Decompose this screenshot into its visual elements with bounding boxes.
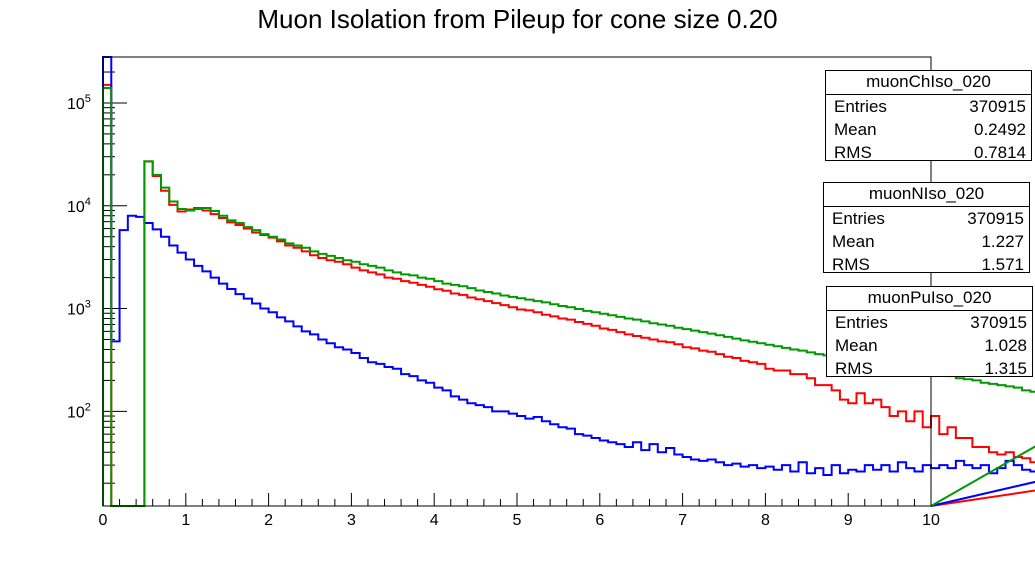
x-tick-label: 9 <box>844 512 853 529</box>
stats-rms-row: RMS 1.315 <box>827 357 1032 380</box>
stats-box-title: muonChIso_020 <box>826 71 1031 95</box>
x-tick-label: 5 <box>513 512 522 529</box>
stats-mean-value: 0.2492 <box>974 120 1026 139</box>
stats-entries-label: Entries <box>832 209 885 228</box>
stats-box-muonchiso: muonChIso_020 Entries 370915 Mean 0.2492 R… <box>825 70 1032 164</box>
stats-mean-row: Mean 0.2492 <box>826 118 1031 141</box>
stats-entries-label: Entries <box>834 97 887 116</box>
stats-entries-value: 370915 <box>967 209 1024 228</box>
axes: 0 1 2 3 4 5 6 7 8 9 10 105 104 103 102 <box>67 71 940 529</box>
stats-entries-row: Entries 370915 <box>824 207 1029 230</box>
x-tick-label: 10 <box>922 512 940 529</box>
stats-box-title: muonNIso_020 <box>824 183 1029 207</box>
chart-title: Muon Isolation from Pileup for cone size… <box>257 4 778 34</box>
stats-box-title: muonPuIso_020 <box>827 287 1032 311</box>
x-tick-label: 7 <box>678 512 687 529</box>
y-tick-label: 102 <box>67 401 91 421</box>
stats-box-muonpuiso: muonPuIso_020 Entries 370915 Mean 1.028 RM… <box>826 286 1033 380</box>
x-tick-label: 0 <box>99 512 108 529</box>
stats-mean-value: 1.028 <box>984 336 1027 355</box>
series-muonniso-020 <box>102 56 1035 507</box>
stats-mean-value: 1.227 <box>981 232 1024 251</box>
stats-entries-value: 370915 <box>970 313 1027 332</box>
stats-entries-label: Entries <box>835 313 888 332</box>
stats-rms-label: RMS <box>834 143 872 162</box>
stats-entries-value: 370915 <box>969 97 1026 116</box>
plot-frame <box>102 56 932 507</box>
y-tick-label: 103 <box>67 299 91 319</box>
stats-rms-row: RMS 0.7814 <box>826 141 1031 164</box>
stats-mean-label: Mean <box>832 232 875 251</box>
x-tick-label: 2 <box>264 512 273 529</box>
x-tick-label: 1 <box>181 512 190 529</box>
axes-frame <box>102 56 932 507</box>
stats-mean-row: Mean 1.028 <box>827 334 1032 357</box>
stats-mean-label: Mean <box>835 336 878 355</box>
x-tick-label: 4 <box>430 512 439 529</box>
stats-rms-label: RMS <box>832 255 870 274</box>
stats-entries-row: Entries 370915 <box>827 311 1032 334</box>
stats-rms-row: RMS 1.571 <box>824 253 1029 276</box>
stats-rms-value: 1.315 <box>984 359 1027 378</box>
y-tick-label: 104 <box>67 196 91 216</box>
stats-entries-row: Entries 370915 <box>826 95 1031 118</box>
x-tick-label: 8 <box>761 512 770 529</box>
stats-rms-value: 1.571 <box>981 255 1024 274</box>
x-tick-label: 3 <box>347 512 356 529</box>
stats-mean-label: Mean <box>834 120 877 139</box>
y-tick-label: 105 <box>67 93 91 113</box>
stats-rms-value: 0.7814 <box>974 143 1026 162</box>
stats-box-muonniso: muonNIso_020 Entries 370915 Mean 1.227 RMS… <box>823 182 1030 276</box>
stats-rms-label: RMS <box>835 359 873 378</box>
stats-mean-row: Mean 1.227 <box>824 230 1029 253</box>
x-tick-label: 6 <box>595 512 604 529</box>
